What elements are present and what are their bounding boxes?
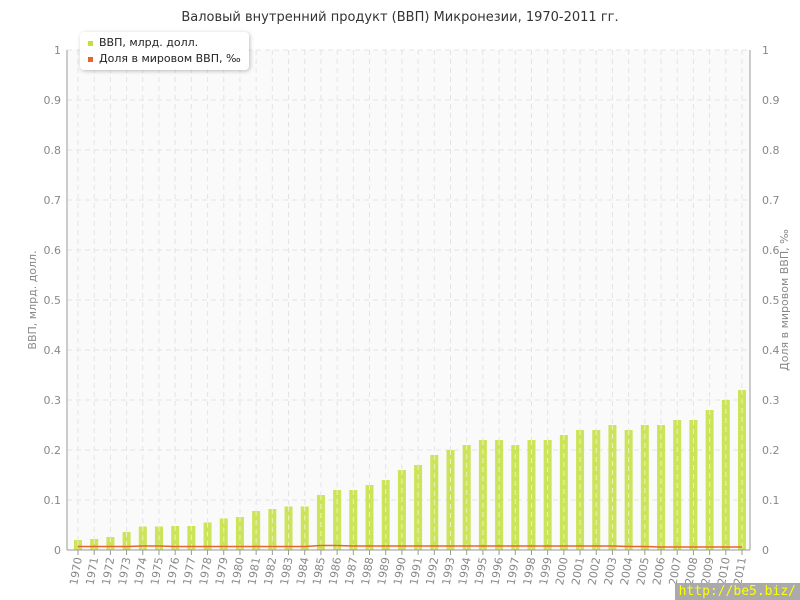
x-tick-label: 1974	[132, 556, 150, 586]
y-tick-label: 0.1	[44, 494, 62, 507]
y2-tick-label: 0.6	[762, 244, 780, 257]
x-tick-label: 1999	[537, 556, 555, 586]
bar	[235, 517, 244, 550]
y-tick-label: 0.2	[44, 444, 62, 457]
bar	[624, 430, 633, 550]
bar	[657, 425, 666, 550]
x-tick-label: 1970	[67, 556, 85, 586]
legend-item-share[interactable]: Доля в мировом ВВП, ‰	[88, 51, 241, 67]
x-tick-label: 1990	[391, 556, 409, 586]
bar	[365, 485, 374, 550]
x-tick-label: 1971	[83, 556, 101, 586]
bar	[592, 430, 601, 550]
share-line	[78, 544, 742, 548]
x-tick-label: 2001	[569, 556, 587, 586]
y-tick-label: 0	[54, 544, 61, 557]
y2-tick-label: 0.4	[762, 344, 780, 357]
x-tick-label: 1981	[245, 556, 263, 586]
x-tick-label: 1982	[262, 556, 280, 586]
y-tick-label: 0.7	[44, 194, 62, 207]
x-tick-label: 1972	[100, 556, 118, 586]
y-tick-label: 0.3	[44, 394, 62, 407]
x-tick-label: 1994	[456, 556, 474, 586]
x-tick-label: 1976	[164, 556, 182, 586]
x-tick-label: 1985	[310, 556, 328, 586]
x-tick-label: 1991	[407, 556, 425, 586]
bar	[738, 390, 746, 550]
x-tick-label: 1980	[229, 556, 247, 586]
x-tick-label: 2008	[683, 556, 701, 586]
bar	[414, 465, 423, 550]
y2-tick-label: 0.3	[762, 394, 780, 407]
y-tick-label: 0.4	[44, 344, 62, 357]
x-tick-label: 1995	[472, 556, 490, 586]
y2-tick-label: 0.9	[762, 94, 780, 107]
bar	[576, 430, 585, 550]
y2-tick-label: 0.7	[762, 194, 780, 207]
legend-label: Доля в мировом ВВП, ‰	[99, 52, 241, 65]
x-tick-label: 1997	[505, 556, 523, 586]
x-tick-label: 1986	[326, 556, 344, 586]
x-tick-label: 1977	[181, 556, 199, 586]
x-tick-label: 1988	[359, 556, 377, 586]
y2-tick-label: 0.1	[762, 494, 780, 507]
x-tick-label: 1979	[213, 556, 231, 586]
x-tick-label: 2005	[634, 556, 652, 586]
y2-tick-label: 0.8	[762, 144, 780, 157]
x-tick-label: 2003	[602, 556, 620, 586]
bar	[381, 480, 390, 550]
x-tick-label: 2004	[618, 556, 636, 586]
y-tick-label: 0.8	[44, 144, 62, 157]
x-tick-label: 1978	[197, 556, 215, 586]
legend: ВВП, млрд. долл. Доля в мировом ВВП, ‰	[80, 32, 249, 70]
x-tick-label: 1993	[440, 556, 458, 586]
bar	[608, 425, 617, 550]
y-axis-label: ВВП, млрд. долл.	[26, 250, 39, 349]
bar	[511, 445, 520, 550]
x-tick-label: 1996	[488, 556, 506, 586]
legend-item-gdp[interactable]: ВВП, млрд. долл.	[88, 35, 241, 51]
x-tick-label: 2009	[699, 556, 717, 586]
y-tick-label: 0.9	[44, 94, 62, 107]
x-tick-label: 1998	[521, 556, 539, 586]
x-tick-label: 1984	[294, 556, 312, 586]
y2-axis-label: Доля в мировом ВВП, ‰	[778, 229, 791, 371]
bar	[90, 539, 99, 550]
x-tick-label: 2006	[650, 556, 668, 586]
x-tick-label: 2010	[715, 556, 733, 586]
x-tick-label: 2007	[667, 556, 685, 586]
x-tick-label: 1992	[424, 556, 442, 586]
chart-title: Валовый внутренний продукт (ВВП) Микроне…	[181, 10, 619, 25]
x-tick-label: 1973	[116, 556, 134, 586]
y-tick-label: 0.5	[44, 294, 62, 307]
x-tick-label: 1989	[375, 556, 393, 586]
x-tick-label: 1983	[278, 556, 296, 586]
y-tick-label: 1	[54, 44, 61, 57]
y2-tick-label: 0.2	[762, 444, 780, 457]
y2-tick-label: 1	[762, 44, 769, 57]
bar	[640, 425, 649, 550]
bar	[705, 410, 714, 550]
watermark: http://be5.biz/	[674, 583, 800, 600]
x-tick-label: 1987	[343, 556, 361, 586]
y2-tick-label: 0	[762, 544, 769, 557]
bar	[106, 537, 115, 550]
bar	[219, 518, 228, 550]
x-tick-label: 2002	[586, 556, 604, 586]
y2-tick-label: 0.5	[762, 294, 780, 307]
y-tick-label: 0.6	[44, 244, 62, 257]
bar	[462, 445, 471, 550]
x-tick-label: 1975	[148, 556, 166, 586]
x-tick-label: 2000	[553, 556, 571, 586]
legend-label: ВВП, млрд. долл.	[99, 36, 199, 49]
x-tick-label: 2011	[731, 556, 749, 586]
